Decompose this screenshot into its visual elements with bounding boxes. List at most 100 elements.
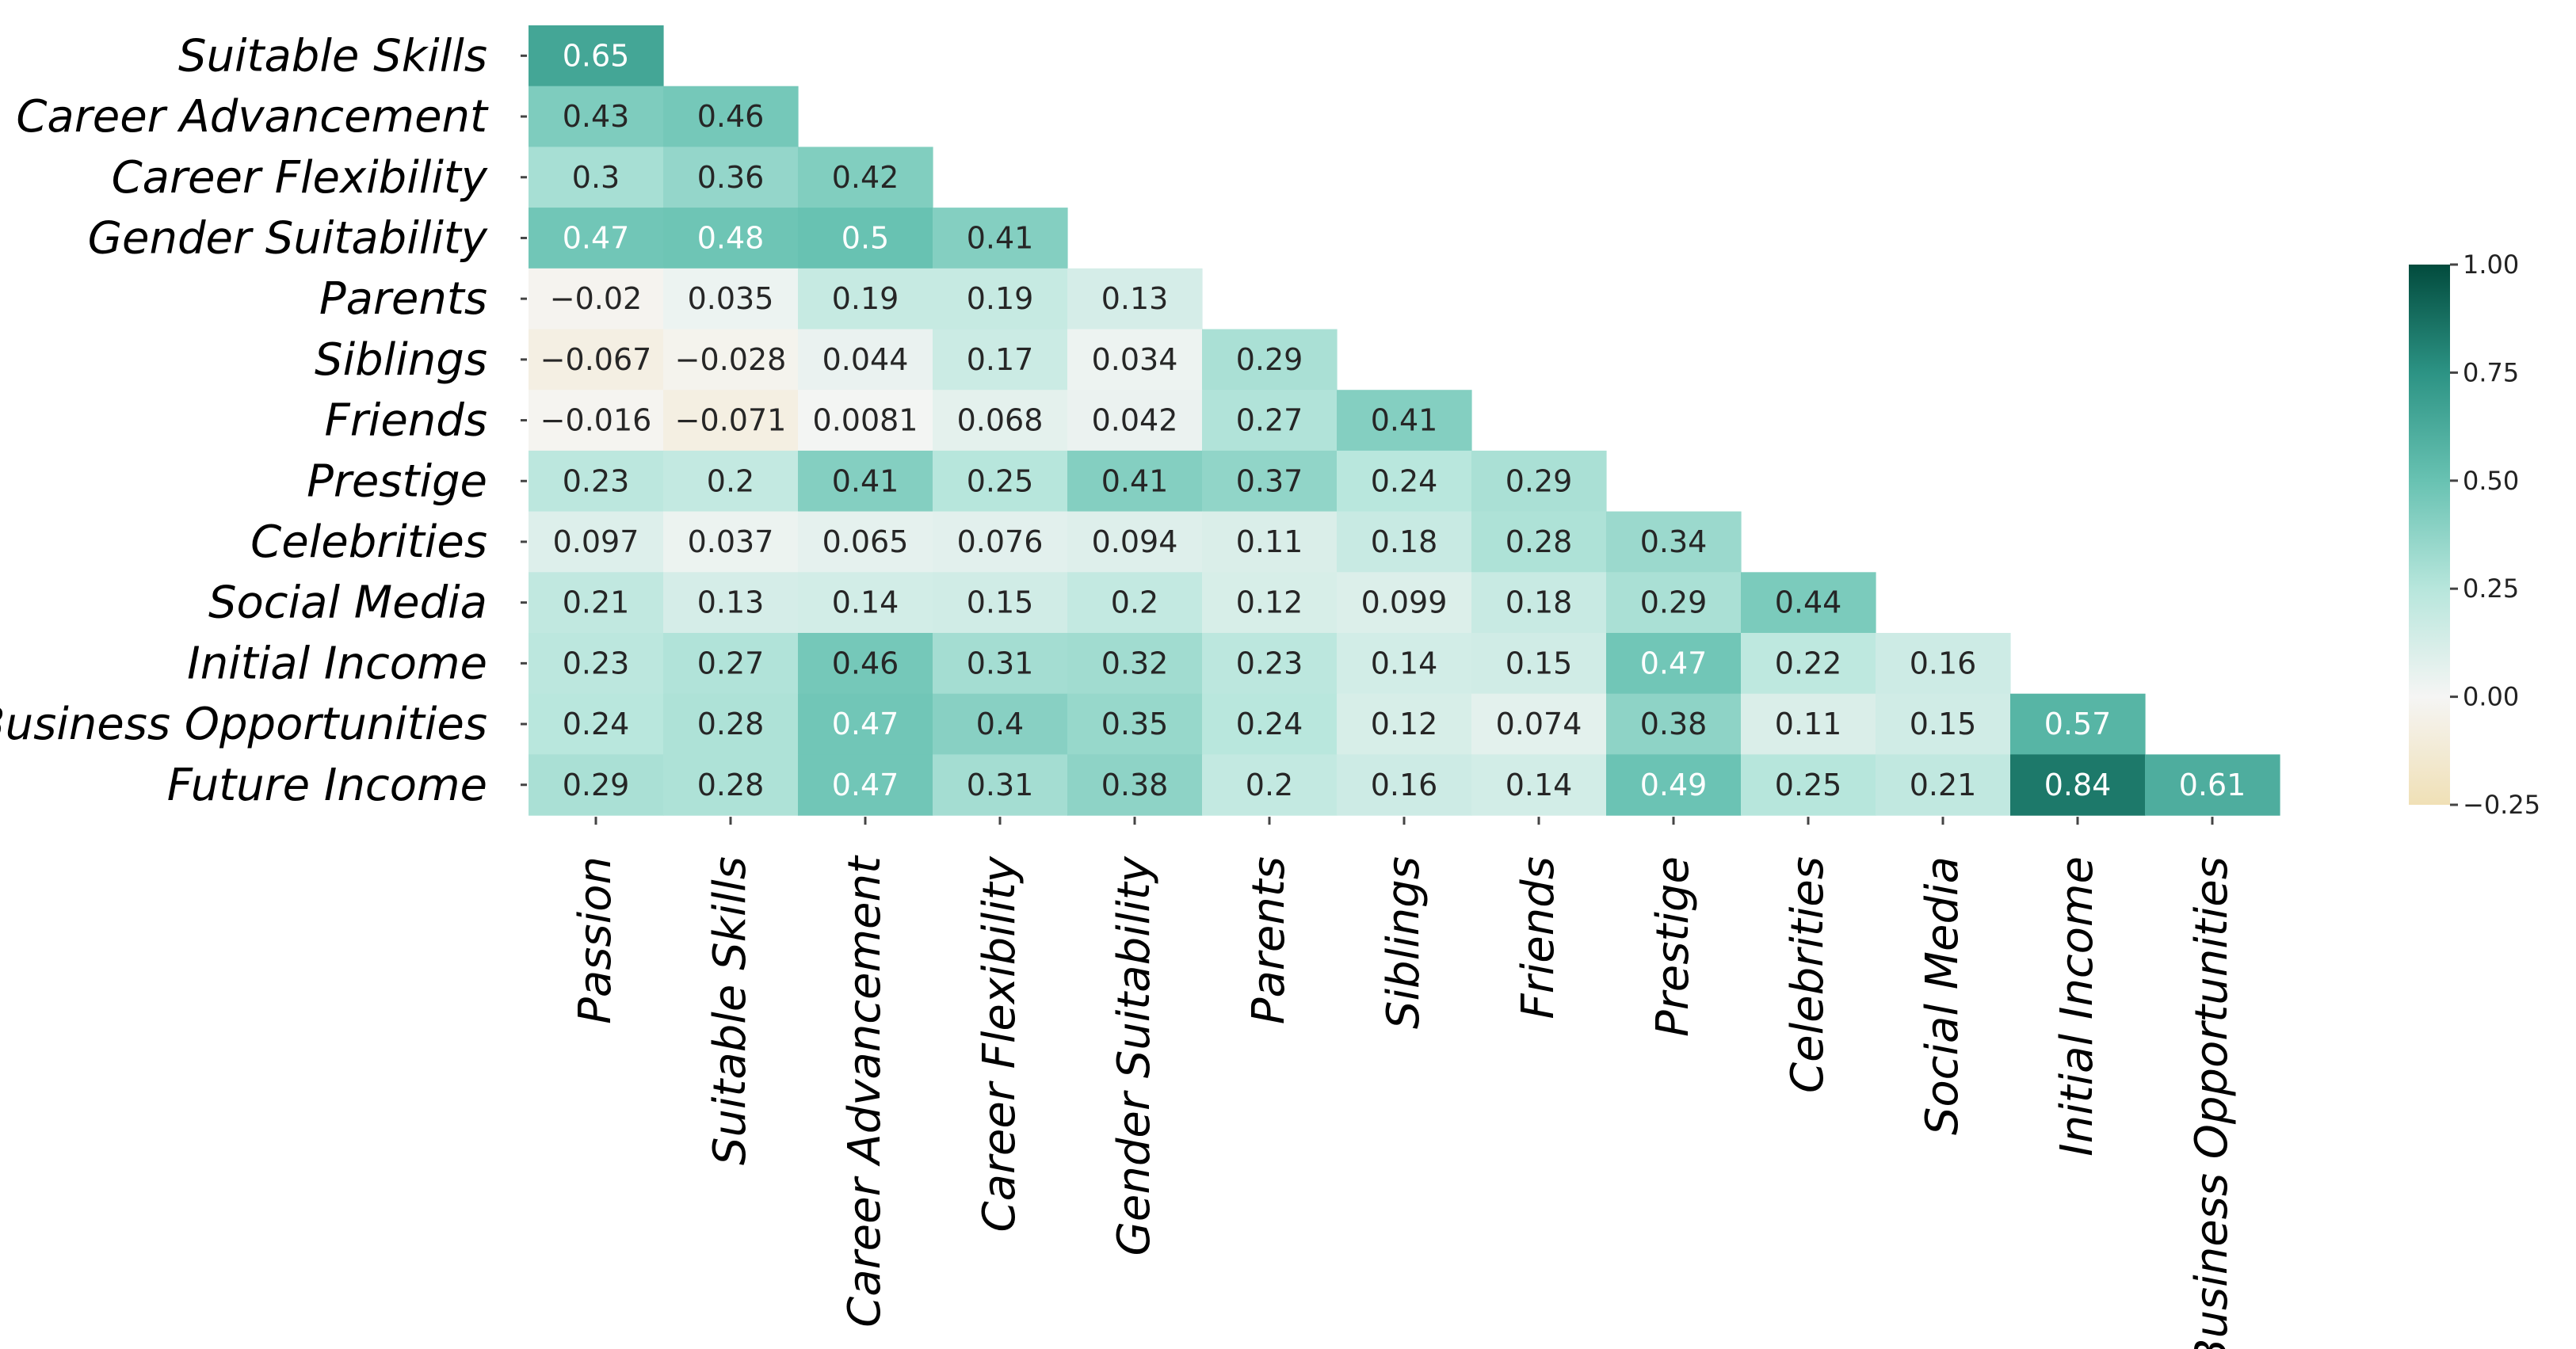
- heatmap-cell: [1337, 572, 1472, 634]
- heatmap-cell: [663, 511, 799, 573]
- cell-value-label: −0.016: [540, 403, 652, 438]
- cell-value-label: 0.27: [1236, 403, 1303, 438]
- cell-value-label: 0.28: [697, 707, 765, 741]
- heatmap-cell: [1067, 390, 1203, 452]
- cell-value-label: 0.068: [957, 403, 1044, 438]
- row-label: Parents: [319, 273, 487, 325]
- heatmap-cell: [1067, 329, 1203, 391]
- heatmap-cell: [529, 511, 664, 573]
- cell-value-label: 0.46: [832, 646, 899, 680]
- heatmap-cell: [1606, 572, 1742, 634]
- cell-value-label: 0.47: [832, 768, 899, 802]
- cell-value-label: 0.037: [688, 524, 774, 559]
- heatmap-cell: [1067, 450, 1203, 513]
- heatmap-cell: [2010, 693, 2146, 755]
- heatmap-cell: [663, 390, 799, 452]
- cell-value-label: 0.31: [967, 646, 1034, 680]
- heatmap-cell: [1202, 633, 1338, 695]
- heatmap-cell: [1876, 693, 2011, 755]
- cell-value-label: 0.24: [563, 707, 630, 741]
- row-label: Siblings: [315, 334, 487, 386]
- cell-value-label: −0.028: [675, 342, 787, 377]
- heatmap-cell: [798, 572, 933, 634]
- heatmap-cell: [1471, 450, 1607, 513]
- cell-value-label: 0.14: [832, 585, 899, 620]
- row-label: Celebrities: [250, 516, 487, 568]
- cell-value-label: −0.071: [675, 403, 787, 438]
- cell-value-label: 0.4: [976, 707, 1024, 741]
- heatmap-cell: [529, 633, 664, 695]
- heatmap-cell: [1337, 390, 1472, 452]
- cell-value-label: 0.22: [1775, 646, 1842, 680]
- heatmap-cell: [1876, 754, 2011, 816]
- heatmap-cell: [529, 147, 664, 208]
- column-label: Suitable Skills: [704, 856, 756, 1165]
- colorbar-tick-label: 0.00: [2463, 682, 2519, 712]
- heatmap-cell: [529, 693, 664, 755]
- cell-value-label: 0.36: [697, 160, 765, 195]
- row-label: Friends: [325, 395, 487, 447]
- heatmap-cell: [1471, 693, 1607, 755]
- column-label: Friends: [1513, 856, 1564, 1019]
- heatmap-cell: [1471, 633, 1607, 695]
- heatmap-cell: [1202, 511, 1338, 573]
- column-label: Parents: [1243, 856, 1295, 1024]
- cell-value-label: 0.61: [2179, 768, 2246, 802]
- column-label: Gender Suitability: [1109, 856, 1160, 1256]
- heatmap-cell: [1202, 754, 1338, 816]
- cell-value-label: 0.49: [1640, 768, 1708, 802]
- cell-value-label: 0.034: [1092, 342, 1178, 377]
- heatmap-cell: [529, 25, 664, 87]
- column-axis: Passion Suitable Skills Career Advancement…: [570, 817, 2238, 1349]
- heatmap-cell: [1337, 754, 1472, 816]
- cell-value-label: 0.28: [1506, 524, 1573, 559]
- heatmap-cell: [933, 754, 1068, 816]
- cell-value-label: 0.14: [1371, 646, 1438, 680]
- cell-value-label: 0.41: [1371, 403, 1438, 438]
- heatmap-cell: [529, 572, 664, 634]
- cell-value-label: 0.32: [1101, 646, 1169, 680]
- cell-value-label: 0.21: [563, 585, 630, 620]
- cell-value-label: 0.57: [2044, 707, 2112, 741]
- heatmap-cell: [933, 268, 1068, 330]
- heatmap-cell: [798, 208, 933, 269]
- heatmap-cell: [1202, 450, 1338, 513]
- colorbar-tick-label: 1.00: [2463, 250, 2519, 280]
- cell-value-label: 0.19: [832, 281, 899, 316]
- cell-value-label: 0.3: [572, 160, 620, 195]
- colorbar-tick-label: 0.50: [2463, 466, 2519, 496]
- row-label: Suitable Skills: [178, 30, 487, 82]
- heatmap-cell: [663, 86, 799, 147]
- cell-value-label: 0.14: [1506, 768, 1573, 802]
- cell-value-label: 0.35: [1101, 707, 1169, 741]
- heatmap-cell: [933, 633, 1068, 695]
- cell-value-label: 0.23: [1236, 646, 1303, 680]
- heatmap-cell: [798, 450, 933, 513]
- cell-value-label: 0.21: [1910, 768, 1977, 802]
- column-label: Celebrities: [1782, 856, 1834, 1093]
- cell-value-label: 0.41: [832, 463, 899, 498]
- heatmap-cell: [1741, 572, 1876, 634]
- row-label: Business Opportunities: [0, 699, 487, 750]
- heatmap-cell: [798, 390, 933, 452]
- heatmap-cell: [1202, 572, 1338, 634]
- column-label: Passion: [570, 856, 621, 1024]
- row-label: Future Income: [167, 760, 487, 811]
- cell-value-label: 0.47: [1640, 646, 1708, 680]
- cell-value-label: 0.11: [1236, 524, 1303, 559]
- row-label: Social Media: [208, 577, 487, 629]
- cell-value-label: 0.17: [967, 342, 1034, 377]
- cell-value-label: 0.47: [563, 220, 630, 255]
- cell-value-label: 0.46: [697, 99, 765, 134]
- cell-value-label: 0.29: [1236, 342, 1303, 377]
- heatmap-cell: [1606, 754, 1742, 816]
- cell-value-label: 0.15: [1910, 707, 1977, 741]
- cell-value-label: 0.16: [1910, 646, 1977, 680]
- cell-value-label: 0.47: [832, 707, 899, 741]
- heatmap-cell: [798, 754, 933, 816]
- cell-value-label: 0.28: [697, 768, 765, 802]
- heatmap-cell: [1067, 268, 1203, 330]
- column-label: Career Advancement: [839, 855, 891, 1328]
- column-label: Business Opportunities: [2186, 856, 2238, 1349]
- colorbar-tick-label: 0.25: [2463, 574, 2519, 604]
